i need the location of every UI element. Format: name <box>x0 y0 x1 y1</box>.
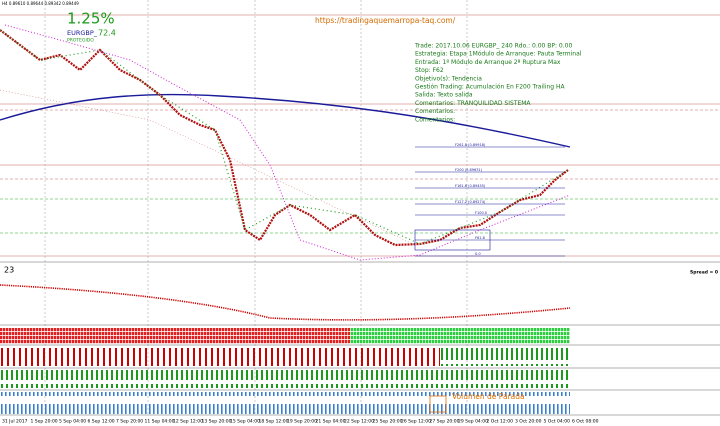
score: 72.4 <box>98 29 116 38</box>
x-label: 6 Sep 12:00 <box>88 419 115 425</box>
info-line: Comentarios: TRANQUILIDAD SISTEMA <box>415 100 531 107</box>
fib-label: F161.8 (0.89455) <box>455 184 486 188</box>
x-label: 27 Sep 20:00 <box>430 419 460 425</box>
signal-bars <box>0 348 440 366</box>
x-label: 2 Oct 12:00 <box>487 419 514 425</box>
fib-labels: F261.8 (0.89918) F200 (0.89631) F161.8 (0.… <box>455 143 487 256</box>
info-line: Gestión Trading: Acumulación En F200 Tra… <box>415 84 566 91</box>
x-label: 7 Sep 20:00 <box>116 419 143 425</box>
volume-highlight <box>429 395 447 413</box>
url: https://tradingaquemarropa-taq.com/ <box>315 16 456 25</box>
volume-label: Volumen de Parada <box>452 392 525 401</box>
symbol: EURGBP_ <box>67 29 98 37</box>
fib-label: 0.0 <box>475 252 481 256</box>
indicator-label: 23 <box>4 266 14 275</box>
signal-bars <box>440 348 570 366</box>
info-line: Comentarios: <box>415 108 455 115</box>
volume-bars <box>0 392 570 414</box>
x-label: 1 Sep 20:00 <box>31 419 58 425</box>
info-line: Objetivo(s): Tendencia <box>415 75 482 82</box>
status: PROTEGIDO <box>67 38 94 44</box>
x-label: 3 Oct 20:00 <box>515 419 542 425</box>
info-line: Comentarios: <box>415 116 455 123</box>
info-line: Stop: F62 <box>415 67 444 74</box>
x-label: 18 Sep 12:00 <box>259 419 289 425</box>
trade-info: Trade: 2017.10.06 EURGBP_ 240 Rdo.: 0.00… <box>414 43 582 124</box>
trend-bars <box>0 370 570 388</box>
info-line: Estrategia: Etapa 1Módulo de Arranque: P… <box>415 51 582 58</box>
signal-grid <box>350 328 570 344</box>
fib-label: F261.8 (0.89918) <box>455 143 486 147</box>
x-label: 11 Sep 04:00 <box>145 419 175 425</box>
x-axis: 31 Jul 2017 1 Sep 20:00 5 Sep 04:00 6 Sep 1… <box>2 419 599 425</box>
info-line: Entrada: 1º Módulo de Arranque 2ª Ruptur… <box>415 59 561 66</box>
percent: 1.25% <box>67 10 115 28</box>
x-label: 5 Oct 04:00 <box>544 419 571 425</box>
x-label: 21 Sep 04:00 <box>316 419 346 425</box>
x-label: 22 Sep 12:00 <box>344 419 374 425</box>
main-chart: H4 0.89610 0.89644 0.89342 0.89449 1.25%… <box>0 0 720 415</box>
x-label: 13 Sep 20:00 <box>202 419 232 425</box>
spread: Spread = 0 <box>690 270 718 276</box>
symbol-line: H4 0.89610 0.89644 0.89342 0.89449 <box>2 1 79 6</box>
x-label: 19 Sep 20:00 <box>287 419 317 425</box>
x-label: 15 Sep 04:00 <box>230 419 260 425</box>
x-label: 25 Sep 20:00 <box>373 419 403 425</box>
x-label: 12 Sep 12:00 <box>173 419 203 425</box>
x-label: 29 Sep 04:00 <box>458 419 488 425</box>
fib-label: F100.0 <box>475 211 487 215</box>
info-line: Trade: 2017.10.06 EURGBP_ 240 Rdo.: 0.00… <box>414 43 572 50</box>
info-line: Salida: Texto salida <box>415 92 473 99</box>
x-label: 26 Sep 12:00 <box>401 419 431 425</box>
x-label: 5 Sep 04:00 <box>59 419 86 425</box>
fib-label: F61.8 <box>475 236 485 240</box>
x-label: 31 Jul 2017 <box>2 419 28 425</box>
signal-grid <box>0 328 350 344</box>
x-label: 6 Oct 08:00 <box>572 419 599 425</box>
indicator-ma: 23 Spread = 0 <box>0 261 720 321</box>
fib-label: F200 (0.89631) <box>455 168 483 172</box>
fib-label: F127.2 (0.89274) <box>455 200 486 204</box>
